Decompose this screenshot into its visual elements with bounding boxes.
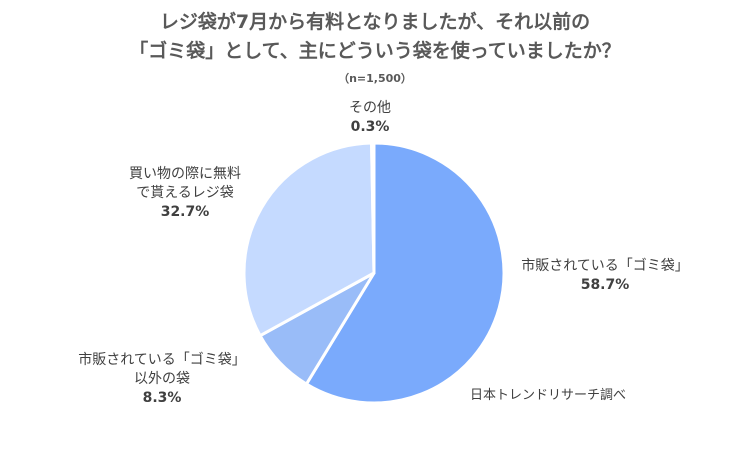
slice-percent: 32.7% (160, 204, 210, 220)
slice-label-other: その他 0.3% (320, 99, 420, 137)
slice-free-shopping-bags (242, 141, 376, 338)
slice-name-line-2: で貰えるレジ袋 (136, 185, 234, 201)
slice-other (370, 141, 376, 275)
slice-name: その他 (349, 100, 391, 116)
slice-label-free-shopping-bags: 買い物の際に無料 で貰えるレジ袋 32.7% (105, 165, 265, 222)
slice-name: 市販されている「ゴミ袋」 (521, 258, 689, 274)
slice-name-line-1: 買い物の際に無料 (129, 166, 241, 182)
slice-name-line-2: 以外の袋 (134, 371, 190, 387)
slice-label-commercial-garbage-bags: 市販されている「ゴミ袋」 58.7% (505, 257, 705, 295)
chart-title-line-1: レジ袋が7月から有料となりましたが、それ以前の (159, 11, 591, 33)
slice-label-other-bags: 市販されている「ゴミ袋」 以外の袋 8.3% (62, 351, 262, 408)
slice-commercial-garbage-bags (304, 141, 506, 405)
slice-percent: 0.3% (350, 119, 390, 135)
chart-subtitle: （n=1,500） (338, 72, 412, 85)
source-note: 日本トレンドリサーチ調べ (470, 388, 627, 403)
slice-percent: 58.7% (580, 277, 630, 293)
chart-title-line-2: 「ゴミ袋」として、主にどういう袋を使っていましたか？ (129, 40, 621, 62)
slice-percent: 8.3% (142, 390, 182, 406)
slice-name-line-1: 市販されている「ゴミ袋」 (78, 352, 246, 368)
